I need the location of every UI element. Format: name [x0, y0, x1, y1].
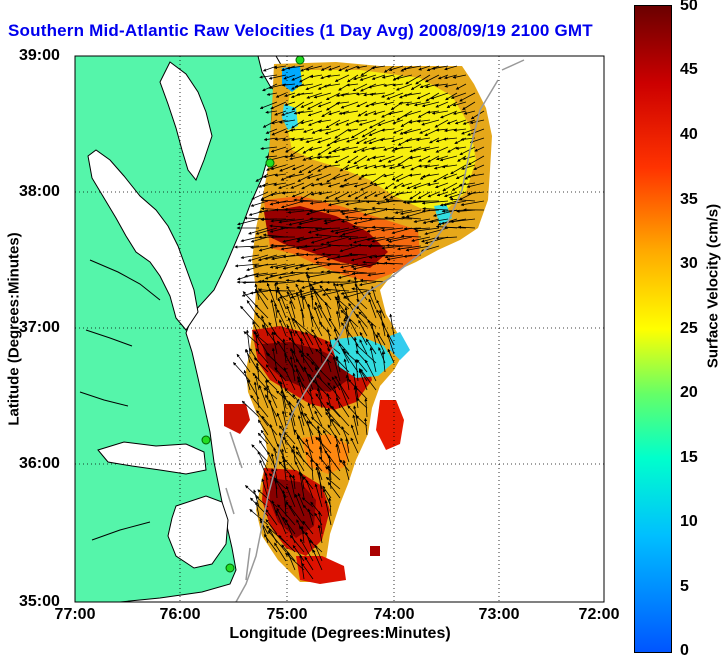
colorbar	[634, 5, 672, 653]
map-title: Southern Mid-Atlantic Raw Velocities (1 …	[8, 21, 593, 41]
velocity-arrow	[387, 246, 412, 247]
